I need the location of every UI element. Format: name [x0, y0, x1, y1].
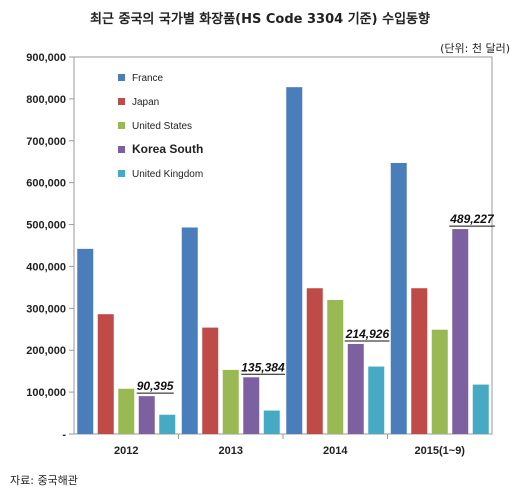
bar-united-states — [222, 369, 239, 434]
bar-france — [77, 248, 94, 434]
y-tick-label: 800,000 — [26, 94, 66, 106]
bar-united-kingdom — [263, 410, 280, 434]
y-tick-label: 900,000 — [26, 52, 66, 64]
plot-area — [73, 56, 493, 435]
legend-label: France — [132, 73, 164, 84]
chart-title: 최근 중국의 국가별 화장품(HS Code 3304 기준) 수입동향 — [90, 12, 430, 27]
x-tick-label: 2012 — [114, 445, 138, 457]
y-tick-label: 200,000 — [26, 345, 66, 357]
bar-france — [286, 87, 303, 434]
legend-label: United States — [132, 121, 192, 132]
legend-label: United Kingdom — [132, 169, 203, 180]
data-label-korea-south: 90,395 — [137, 379, 174, 393]
bar-japan — [306, 288, 323, 434]
legend-swatch — [118, 74, 125, 81]
x-tick-label: 2013 — [219, 445, 243, 457]
bar-united-states — [118, 388, 135, 434]
bar-japan — [97, 314, 114, 434]
bar-united-states — [431, 329, 448, 434]
bar-united-kingdom — [159, 414, 176, 434]
unit-label: (단위: 천 달러) — [440, 42, 510, 55]
y-tick-label: 600,000 — [26, 178, 66, 190]
bar-japan — [411, 288, 428, 434]
legend-swatch — [118, 98, 125, 105]
bar-japan — [202, 327, 219, 434]
legend-swatch — [118, 146, 125, 153]
x-tick-label: 2015(1~9) — [415, 445, 466, 457]
source-note: 자료: 중국해관 — [10, 474, 78, 487]
y-tick-label: 300,000 — [26, 303, 66, 315]
y-tick-label: 700,000 — [26, 136, 66, 148]
y-tick-label: 500,000 — [26, 220, 66, 232]
bar-france — [390, 162, 407, 434]
bar-united-kingdom — [368, 366, 385, 434]
bar-korea-south — [243, 377, 260, 434]
data-label-korea-south: 489,227 — [449, 212, 495, 226]
x-tick-label: 2014 — [323, 445, 348, 457]
y-tick-label: - — [62, 429, 66, 441]
y-tick-label: 400,000 — [26, 261, 66, 273]
bar-united-kingdom — [472, 384, 489, 434]
bar-korea-south — [138, 396, 155, 434]
data-label-korea-south: 214,926 — [345, 327, 390, 341]
data-label-korea-south: 135,384 — [241, 360, 285, 374]
legend-swatch — [118, 170, 125, 177]
bar-korea-south — [452, 229, 469, 434]
legend-label: Korea South — [132, 142, 203, 156]
legend-swatch — [118, 122, 125, 129]
bar-korea-south — [347, 343, 364, 434]
legend-label: Japan — [132, 97, 159, 108]
y-tick-label: 100,000 — [26, 387, 66, 399]
bar-united-states — [327, 299, 344, 434]
bar-france — [181, 227, 198, 434]
